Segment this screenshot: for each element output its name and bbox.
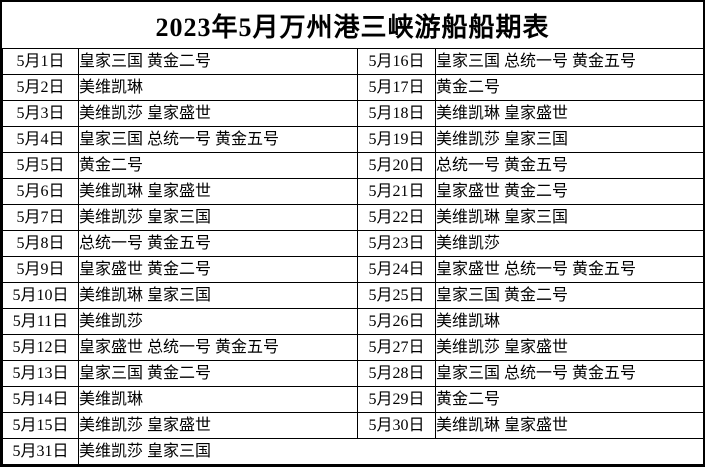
ships-cell-left: 美维凯莎: [78, 308, 358, 335]
date-cell-right: 5月22日: [357, 204, 436, 231]
ships-cell-left: 皇家三国 黄金二号: [78, 48, 358, 75]
date-cell-left: 5月14日: [2, 386, 79, 413]
date-cell-left: 5月12日: [2, 334, 79, 361]
schedule-row: 5月8日 总统一号 黄金五号 5月23日 美维凯莎: [2, 230, 703, 257]
ships-cell-right: 黄金二号: [435, 386, 703, 413]
ships-cell-left: 黄金二号: [78, 152, 358, 179]
ships-cell-right: 皇家三国 黄金二号: [435, 282, 703, 309]
ships-cell-right: 皇家盛世 总统一号 黄金五号: [435, 256, 703, 283]
date-cell-right: 5月19日: [357, 126, 436, 153]
ships-cell-left: 美维凯琳 皇家盛世: [78, 178, 358, 205]
date-cell-right: 5月26日: [357, 308, 436, 335]
date-cell-left: 5月5日: [2, 152, 79, 179]
ships-cell-left: 美维凯莎 皇家盛世: [78, 412, 358, 439]
date-cell-right: 5月20日: [357, 152, 436, 179]
schedule-row: 5月2日 美维凯琳 5月17日 黄金二号: [2, 74, 703, 101]
ships-cell-right: 总统一号 黄金五号: [435, 152, 703, 179]
ships-cell-right: 皇家三国 总统一号 黄金五号: [435, 360, 703, 387]
schedule-row: 5月9日 皇家盛世 黄金二号 5月24日 皇家盛世 总统一号 黄金五号: [2, 256, 703, 283]
schedule-table-wrap: 5月1日 皇家三国 黄金二号 5月16日 皇家三国 总统一号 黄金五号 5月2日…: [2, 48, 703, 465]
date-cell-right: 5月18日: [357, 100, 436, 127]
date-cell-right: 5月21日: [357, 178, 436, 205]
ships-cell-right: 美维凯莎 皇家盛世: [435, 334, 703, 361]
ships-cell-left: 美维凯琳: [78, 74, 358, 101]
ships-cell-left: 总统一号 黄金五号: [78, 230, 358, 257]
ships-cell-right: 美维凯琳 皇家盛世: [435, 412, 703, 439]
schedule-row: 5月14日 美维凯琳 5月29日 黄金二号: [2, 386, 703, 413]
schedule-table: 5月1日 皇家三国 黄金二号 5月16日 皇家三国 总统一号 黄金五号 5月2日…: [2, 48, 703, 465]
schedule-row: 5月10日 美维凯琳 皇家三国 5月25日 皇家三国 黄金二号: [2, 282, 703, 309]
schedule-row: 5月11日 美维凯莎 5月26日 美维凯琳: [2, 308, 703, 335]
ships-cell-left: 美维凯琳: [78, 386, 358, 413]
date-cell-left: 5月4日: [2, 126, 79, 153]
ships-cell-left: 皇家盛世 黄金二号: [78, 256, 358, 283]
schedule-row: 5月4日 皇家三国 总统一号 黄金五号 5月19日 美维凯莎 皇家三国: [2, 126, 703, 153]
date-cell-left: 5月3日: [2, 100, 79, 127]
ships-cell-final: 美维凯莎 皇家三国: [78, 438, 703, 465]
date-cell-left: 5月2日: [2, 74, 79, 101]
date-cell-right: 5月29日: [357, 386, 436, 413]
page-title: 2023年5月万州港三峡游船船期表: [155, 12, 550, 42]
ships-cell-right: 美维凯琳 皇家三国: [435, 204, 703, 231]
ships-cell-right: 皇家三国 总统一号 黄金五号: [435, 48, 703, 75]
date-cell-left: 5月1日: [2, 48, 79, 75]
schedule-row-final: 5月31日 美维凯莎 皇家三国: [2, 438, 703, 465]
date-cell-left: 5月13日: [2, 360, 79, 387]
ships-cell-left: 美维凯莎 皇家盛世: [78, 100, 358, 127]
date-cell-right: 5月17日: [357, 74, 436, 101]
ships-cell-right: 美维凯莎 皇家三国: [435, 126, 703, 153]
date-cell-left: 5月15日: [2, 412, 79, 439]
date-cell-left: 5月11日: [2, 308, 79, 335]
ships-cell-left: 皇家盛世 总统一号 黄金五号: [78, 334, 358, 361]
date-cell-left: 5月8日: [2, 230, 79, 257]
date-cell-left: 5月9日: [2, 256, 79, 283]
date-cell-right: 5月27日: [357, 334, 436, 361]
date-cell-left: 5月6日: [2, 178, 79, 205]
schedule-row: 5月13日 皇家三国 黄金二号 5月28日 皇家三国 总统一号 黄金五号: [2, 360, 703, 387]
date-cell-final: 5月31日: [2, 438, 79, 465]
ships-cell-left: 皇家三国 黄金二号: [78, 360, 358, 387]
ships-cell-left: 美维凯琳 皇家三国: [78, 282, 358, 309]
date-cell-left: 5月7日: [2, 204, 79, 231]
ships-cell-left: 美维凯莎 皇家三国: [78, 204, 358, 231]
date-cell-right: 5月28日: [357, 360, 436, 387]
schedule-row: 5月15日 美维凯莎 皇家盛世 5月30日 美维凯琳 皇家盛世: [2, 412, 703, 439]
ships-cell-left: 皇家三国 总统一号 黄金五号: [78, 126, 358, 153]
ships-cell-right: 美维凯琳: [435, 308, 703, 335]
schedule-row: 5月3日 美维凯莎 皇家盛世 5月18日 美维凯琳 皇家盛世: [2, 100, 703, 127]
schedule-row: 5月6日 美维凯琳 皇家盛世 5月21日 皇家盛世 黄金二号: [2, 178, 703, 205]
date-cell-right: 5月16日: [357, 48, 436, 75]
ships-cell-right: 黄金二号: [435, 74, 703, 101]
ships-cell-right: 皇家盛世 黄金二号: [435, 178, 703, 205]
schedule-row: 5月5日 黄金二号 5月20日 总统一号 黄金五号: [2, 152, 703, 179]
schedule-rows: 5月1日 皇家三国 黄金二号 5月16日 皇家三国 总统一号 黄金五号 5月2日…: [2, 48, 703, 439]
date-cell-right: 5月23日: [357, 230, 436, 257]
ships-cell-right: 美维凯莎: [435, 230, 703, 257]
date-cell-right: 5月24日: [357, 256, 436, 283]
date-cell-right: 5月30日: [357, 412, 436, 439]
schedule-row: 5月7日 美维凯莎 皇家三国 5月22日 美维凯琳 皇家三国: [2, 204, 703, 231]
schedule-final-row-group: 5月31日 美维凯莎 皇家三国: [2, 438, 703, 465]
schedule-row: 5月1日 皇家三国 黄金二号 5月16日 皇家三国 总统一号 黄金五号: [2, 48, 703, 75]
ships-cell-right: 美维凯琳 皇家盛世: [435, 100, 703, 127]
date-cell-left: 5月10日: [2, 282, 79, 309]
schedule-row: 5月12日 皇家盛世 总统一号 黄金五号 5月27日 美维凯莎 皇家盛世: [2, 334, 703, 361]
date-cell-right: 5月25日: [357, 282, 436, 309]
